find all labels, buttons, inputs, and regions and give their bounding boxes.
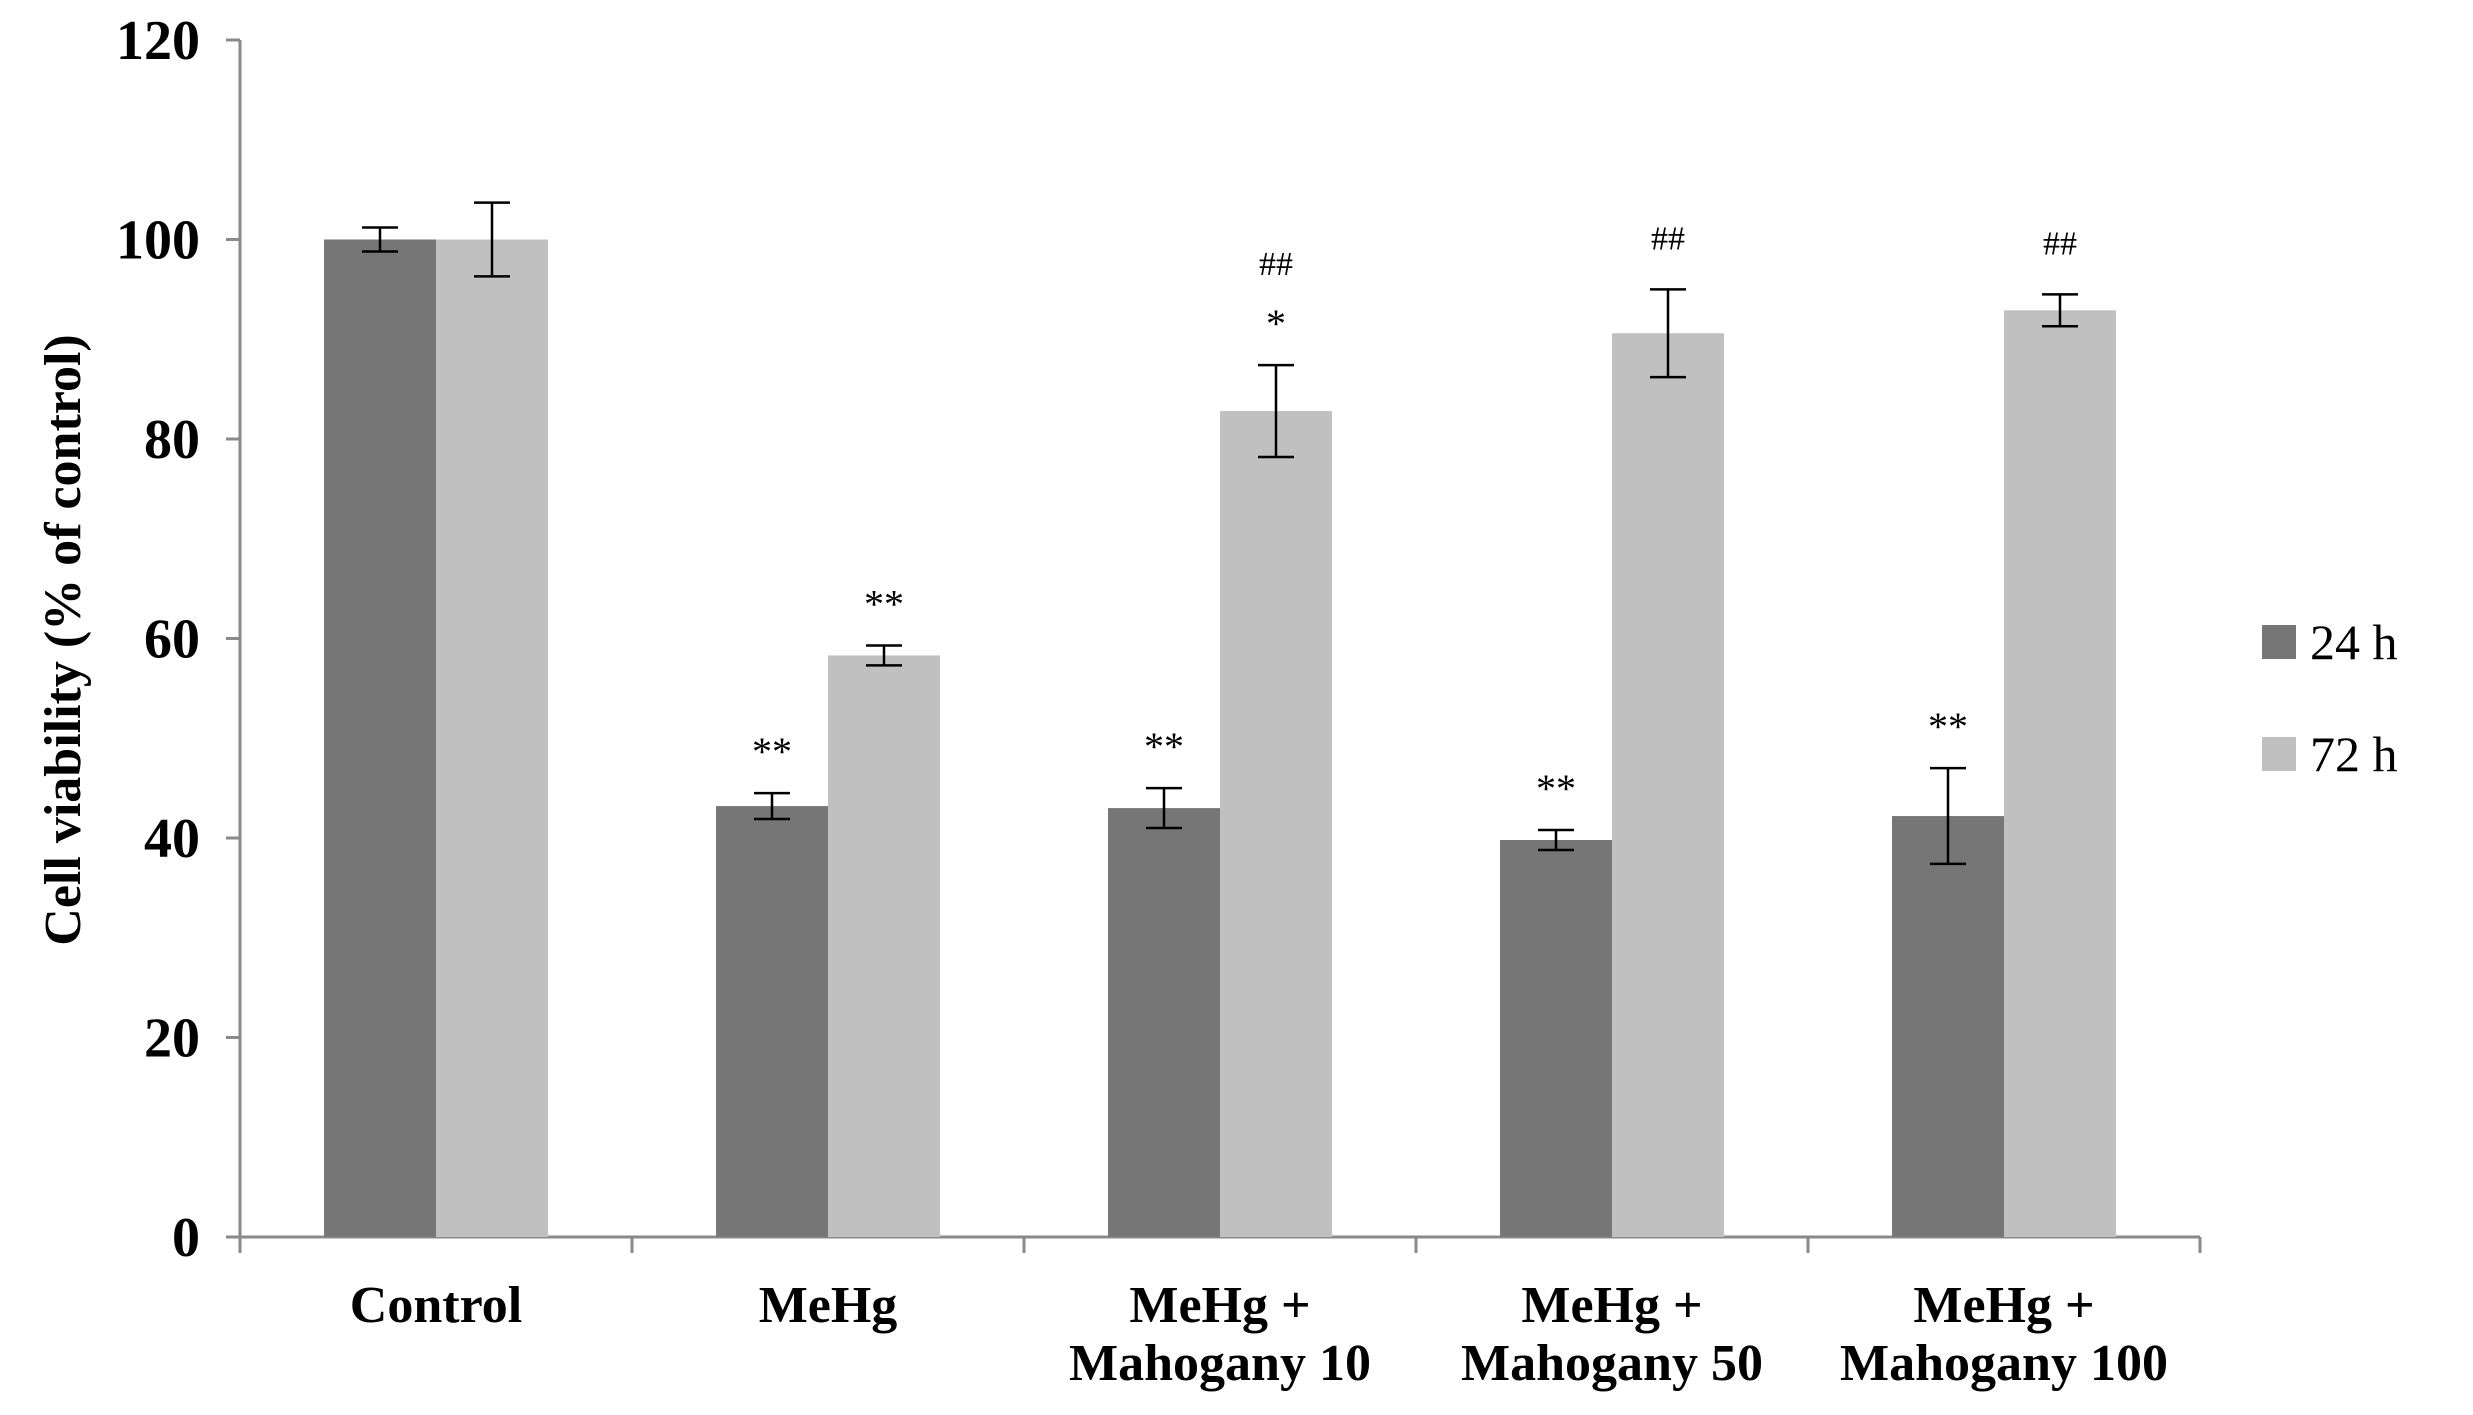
y-tick-label: 60: [144, 609, 200, 671]
bar-24h-4: [1892, 816, 2004, 1237]
significance-label: **: [1144, 724, 1184, 769]
x-category-label: Mahogany 100: [1840, 1335, 2168, 1392]
bars: [324, 239, 2116, 1237]
legend-label: 72 h: [2310, 726, 2398, 782]
significance-label: **: [1928, 704, 1968, 749]
x-category-label: MeHg +: [1913, 1277, 2094, 1334]
y-tick-label: 100: [116, 210, 200, 272]
y-tick-label: 40: [144, 808, 200, 870]
legend[interactable]: 24 h 72 h: [2262, 614, 2398, 782]
legend-label: 24 h: [2310, 614, 2398, 670]
y-tick-label: 0: [172, 1207, 200, 1269]
bar-24h-3: [1500, 839, 1612, 1237]
significance-label: **: [864, 581, 904, 626]
x-category-label: Mahogany 50: [1461, 1335, 1763, 1392]
bar-24h-1: [716, 806, 828, 1237]
y-tick-label: 80: [144, 409, 200, 471]
significance-annotations: *******##**##**##: [752, 220, 2077, 811]
bar-72h-3: [1612, 333, 1724, 1237]
y-axis-title: Cell viability (% of control): [35, 334, 92, 945]
y-tick-label: 120: [116, 10, 200, 72]
bar-72h-1: [828, 655, 940, 1237]
x-category-label: Mahogany 10: [1069, 1335, 1371, 1392]
significance-label: **: [752, 729, 792, 774]
legend-item-72h[interactable]: 72 h: [2262, 726, 2398, 782]
y-tick-label: 20: [144, 1008, 200, 1070]
bar-72h-2: [1220, 411, 1332, 1237]
significance-label: **: [1536, 766, 1576, 811]
bar-24h-2: [1108, 808, 1220, 1237]
bar-72h-0: [436, 239, 548, 1237]
bar-72h-4: [2004, 310, 2116, 1237]
x-category-label: MeHg +: [1129, 1277, 1310, 1334]
x-category-label: MeHg +: [1521, 1277, 1702, 1334]
x-category-label: Control: [350, 1277, 522, 1334]
significance-label: ##: [2043, 225, 2077, 262]
x-category-label: MeHg: [759, 1277, 898, 1334]
significance-label: ##: [1651, 220, 1685, 257]
legend-item-24h[interactable]: 24 h: [2262, 614, 2398, 670]
legend-swatch: [2262, 737, 2296, 771]
significance-label: *: [1266, 301, 1286, 346]
bar-24h-0: [324, 239, 436, 1237]
axes: [226, 38, 2202, 1253]
error-bars: [362, 201, 2078, 866]
legend-swatch: [2262, 625, 2296, 659]
significance-label: ##: [1259, 246, 1293, 283]
